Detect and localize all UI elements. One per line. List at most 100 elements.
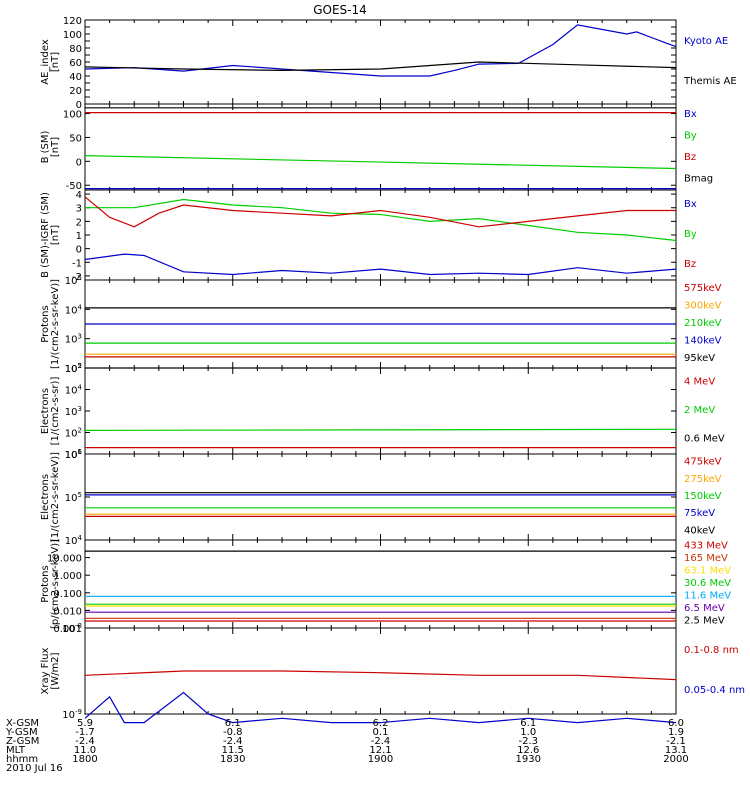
footer-row-label: hhmm — [6, 754, 38, 765]
y-tick-label: 40 — [69, 72, 82, 83]
y-axis-label: AE_index — [40, 39, 51, 85]
legend-entry: By — [684, 229, 697, 240]
y-tick-label: -1 — [72, 258, 82, 269]
panel-4: 102 103 104 105 Protons [1/(cm2-s-sr-keV)] 575… — [40, 274, 722, 375]
y-tick-label: 105 — [65, 491, 82, 504]
legend-entry: Themis AE — [683, 76, 737, 87]
legend-entry: 433 MeV — [684, 540, 728, 551]
footer-value: 0.1 — [373, 727, 389, 738]
legend-entry: Bz — [684, 152, 696, 163]
legend-entry: 210keV — [684, 318, 722, 329]
series-line — [84, 428, 677, 431]
y-tick-label: 4 — [76, 190, 82, 201]
footer-value: 1930 — [516, 754, 541, 765]
legend-entry: 165 MeV — [684, 553, 728, 564]
legend-entry: 2 MeV — [684, 405, 715, 416]
footer-value: -2.4 — [75, 736, 95, 747]
legend-entry: Bz — [684, 259, 696, 270]
footer-value: 1800 — [72, 754, 97, 765]
footer-value: 11.0 — [74, 745, 96, 756]
legend-entry: 475keV — [684, 457, 722, 468]
y-axis-label: Protons — [40, 565, 51, 602]
legend-entry: By — [684, 130, 697, 141]
y-tick-label: 2 — [76, 217, 82, 228]
y-tick-label: 60 — [69, 58, 82, 69]
panel-8: 10-9 10-8 Xray Flux [W/m2] 0.1-0.8 nm 0.05-0.… — [40, 622, 745, 724]
footer-value: -2.3 — [518, 736, 538, 747]
legend-entry: 2.5 MeV — [684, 616, 725, 627]
panel-frame — [84, 453, 677, 541]
footer-row-label: Z-GSM — [6, 736, 39, 747]
footer-value: 12.6 — [517, 745, 539, 756]
footer-value: 2000 — [663, 754, 688, 765]
legend-entry: 150keV — [684, 491, 722, 502]
y-tick-label: 1 — [76, 231, 82, 242]
y-tick-label: 10.000 — [47, 554, 82, 565]
y-axis-label: [1/(cm2-s-sr-keV)] — [50, 452, 61, 542]
legend-entry: 75keV — [684, 508, 715, 519]
series-line — [85, 198, 677, 242]
y-tick-label: 103 — [65, 333, 82, 346]
footer-value: 6.1 — [225, 718, 241, 729]
y-tick-label: 3 — [76, 204, 82, 215]
panel-5: 101 102 103 104 105 Electrons [1/(cm2-s-sr)] 4 … — [40, 362, 725, 461]
footer-value: -2.4 — [223, 736, 243, 747]
y-axis-label: [W/m2] — [50, 652, 61, 689]
y-tick-label: 20 — [69, 86, 82, 97]
footer-value: 1.9 — [668, 727, 684, 738]
ephemeris-footer: X-GSM 5.9 6.1 6.2 6.1 6.0 Y-GSM -1.7 -0.8 0.1 1.0 1… — [5, 718, 689, 774]
series-line — [84, 670, 677, 681]
footer-value: 6.0 — [668, 718, 684, 729]
legend-entry: 11.6 MeV — [684, 591, 731, 602]
series-line — [84, 196, 676, 228]
y-axis-label: [1/(cm2-s-sr)] — [50, 377, 61, 446]
footer-value: 6.1 — [520, 718, 536, 729]
footer-value: -1.7 — [75, 727, 95, 738]
y-tick-label: 102 — [65, 362, 82, 375]
legend-entry: 140keV — [684, 336, 722, 347]
legend-entry: 95keV — [684, 353, 715, 364]
y-tick-label: 0 — [76, 157, 82, 168]
panel-3: -2 -1 0 1 2 3 4 B (SM)-IGRF (SM) [nT] Bx By Bz — [40, 189, 697, 283]
y-tick-label: -50 — [66, 181, 82, 192]
y-axis-label: [nT] — [50, 137, 61, 157]
legend-entry: 0.1-0.8 nm — [684, 645, 739, 656]
y-tick-label: 105 — [65, 274, 82, 287]
footer-value: 12.1 — [369, 745, 391, 756]
legend-entry: 63.1 MeV — [684, 565, 731, 576]
footer-value: 13.1 — [665, 745, 687, 756]
y-tick-label: 0 — [76, 100, 82, 111]
y-tick-label: 80 — [69, 44, 82, 55]
y-axis-label: [nT] — [50, 52, 61, 72]
y-axis-label: [1/(cm2-s-sr-keV)] — [50, 279, 61, 369]
y-tick-label: 101 — [65, 448, 82, 461]
legend-entry: 4 MeV — [684, 376, 715, 387]
y-axis-label: Protons — [40, 305, 51, 342]
y-tick-label: 1.000 — [53, 571, 82, 582]
y-tick-label: 100 — [63, 110, 82, 121]
y-axis-label: B (SM) — [40, 130, 51, 163]
legend-entry: Bx — [684, 199, 697, 210]
y-tick-label: 0.001 — [53, 624, 82, 635]
y-tick-label: 104 — [65, 384, 83, 397]
footer-row-label: Y-GSM — [5, 727, 38, 738]
y-tick-label: 102 — [65, 427, 82, 440]
legend-entry: 575keV — [684, 283, 722, 294]
panel-frame — [84, 189, 677, 281]
footer-value: -0.8 — [223, 727, 243, 738]
y-axis-label: B (SM)-IGRF (SM) — [40, 192, 51, 278]
series-line — [84, 253, 677, 276]
y-tick-label: 0.100 — [53, 589, 82, 600]
footer-value: 1830 — [220, 754, 245, 765]
y-axis-label: Electrons — [40, 388, 51, 434]
panel-1: 0 20 40 60 80 100 120 AE_index [nT] Kyoto AE Themi… — [40, 16, 737, 111]
y-axis-label: Electrons — [40, 474, 51, 520]
y-tick-label: -2 — [72, 272, 82, 283]
footer-value: 1.0 — [520, 727, 536, 738]
y-tick-label: 120 — [63, 16, 82, 27]
footer-date: 2010 Jul 16 — [6, 763, 63, 774]
legend-entry: 0.05-0.4 nm — [684, 685, 745, 696]
panel-frame — [84, 367, 677, 455]
panel-6: 104 105 106 Electrons [1/(cm2-s-sr-keV)] 475k… — [40, 448, 722, 547]
